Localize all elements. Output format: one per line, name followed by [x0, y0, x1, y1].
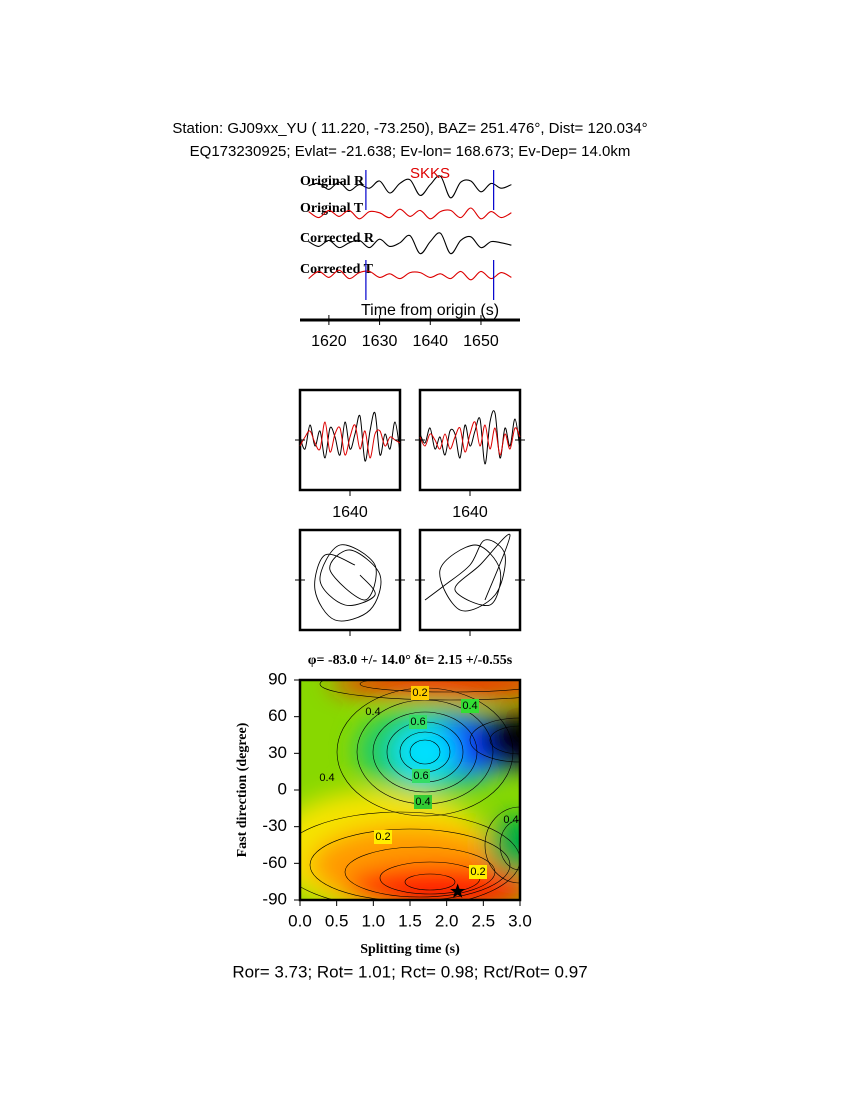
x-tick-label: 2.0 — [435, 911, 459, 930]
y-tick-label: 90 — [268, 669, 287, 688]
contour-label: 0.4 — [365, 706, 380, 718]
y-tick-label: 0 — [278, 779, 287, 798]
best-fit-star — [450, 883, 466, 898]
x-tick-label: 1640 — [412, 333, 448, 350]
x-tick-label: 1620 — [311, 333, 347, 350]
trace — [308, 232, 512, 255]
contour-label-bg — [409, 715, 427, 729]
x-axis-label: Time from origin (s) — [361, 302, 499, 319]
x-tick-label: 2.5 — [472, 911, 496, 930]
contour-label-bg — [469, 865, 487, 879]
waveform — [299, 411, 401, 462]
footer: Ror= 3.73; Rot= 1.01; Rct= 0.98; Rct/Rot… — [232, 962, 587, 981]
contour-label: 0.6 — [410, 716, 425, 728]
trace — [308, 207, 512, 220]
waveform — [299, 421, 401, 459]
phase-label: SKKS — [410, 165, 450, 182]
header-line: Station: GJ09xx_YU ( 11.220, -73.250), B… — [172, 120, 647, 137]
particle-motion — [314, 544, 382, 622]
trace-label: Corrected T — [300, 262, 374, 277]
y-tick-label: -30 — [262, 816, 287, 835]
trace — [308, 269, 512, 281]
trace-label: Original T — [300, 201, 364, 216]
contour-label: 0.4 — [415, 796, 430, 808]
y-tick-label: -90 — [262, 889, 287, 908]
contour-label-bg — [414, 795, 432, 809]
contour-label-bg — [411, 686, 429, 700]
trace — [308, 175, 512, 199]
x-tick-label: 1640 — [332, 504, 368, 521]
trace-label: Corrected R — [300, 231, 375, 246]
chart-title: φ= -83.0 +/- 14.0° δt= 2.15 +/-0.55s — [308, 653, 513, 668]
x-tick-label: 1630 — [362, 333, 398, 350]
x-tick-label: 3.0 — [508, 911, 532, 930]
contour-label: 0.4 — [462, 700, 477, 712]
waveform — [419, 421, 521, 456]
misfit-surface — [300, 680, 520, 900]
y-tick-label: 60 — [268, 706, 287, 725]
y-tick-label: 30 — [268, 743, 287, 762]
x-tick-label: 1640 — [452, 504, 488, 521]
contour-label-bg — [412, 769, 430, 783]
waveform — [419, 410, 521, 465]
trace-label: Original R — [300, 174, 365, 189]
contour-label-bg — [461, 699, 479, 713]
x-tick-label: 1650 — [463, 333, 499, 350]
contour-label: 0.2 — [375, 831, 390, 843]
contour-label: 0.4 — [503, 814, 518, 826]
particle-motion — [424, 533, 511, 612]
x-tick-label: 0.5 — [325, 911, 349, 930]
contour-label: 0.2 — [470, 866, 485, 878]
contour-label: 0.6 — [413, 770, 428, 782]
contour-label-bg — [374, 830, 392, 844]
x-tick-label: 0.0 — [288, 911, 312, 930]
y-axis-label: Fast direction (degree) — [235, 722, 250, 857]
x-axis-label: Splitting time (s) — [360, 942, 460, 957]
x-tick-label: 1.0 — [362, 911, 386, 930]
contour-label: 0.4 — [319, 772, 334, 784]
y-tick-label: -60 — [262, 853, 287, 872]
contour-label: 0.2 — [412, 687, 427, 699]
header-line: EQ173230925; Evlat= -21.638; Ev-lon= 168… — [190, 143, 631, 160]
x-tick-label: 1.5 — [398, 911, 422, 930]
